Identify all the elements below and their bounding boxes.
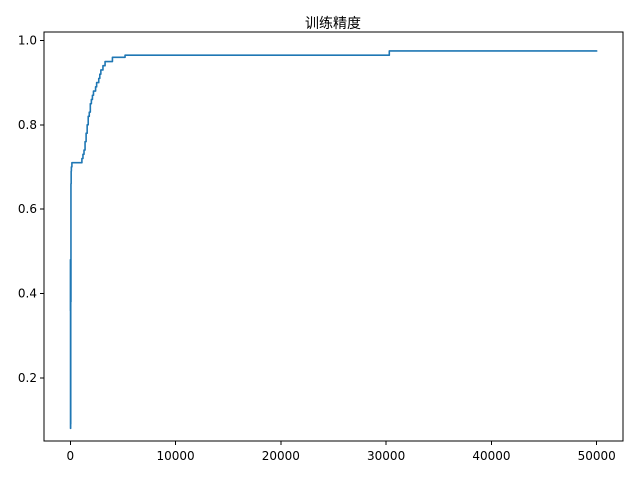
y-tick-label: 0.6 [18, 202, 37, 216]
y-tick-label: 1.0 [18, 33, 37, 47]
y-tick-label: 0.4 [18, 286, 37, 300]
plot-area-frame [43, 31, 624, 442]
y-tick-label: 0.8 [18, 118, 37, 132]
y-axis: 0.2 0.4 0.6 0.8 1.0 [18, 33, 44, 385]
x-tick-label: 50000 [578, 449, 616, 463]
x-tick-label: 20000 [262, 449, 300, 463]
chart-title: 训练精度 [305, 16, 361, 32]
series-layer [69, 50, 598, 430]
x-tick-label: 30000 [367, 449, 405, 463]
training-accuracy-series-line [69, 50, 598, 430]
x-tick-label: 0 [66, 449, 74, 463]
x-tick-label: 40000 [472, 449, 510, 463]
y-tick-label: 0.2 [18, 371, 37, 385]
x-axis: 0 10000 20000 30000 40000 50000 [66, 441, 616, 463]
x-tick-label: 10000 [156, 449, 194, 463]
